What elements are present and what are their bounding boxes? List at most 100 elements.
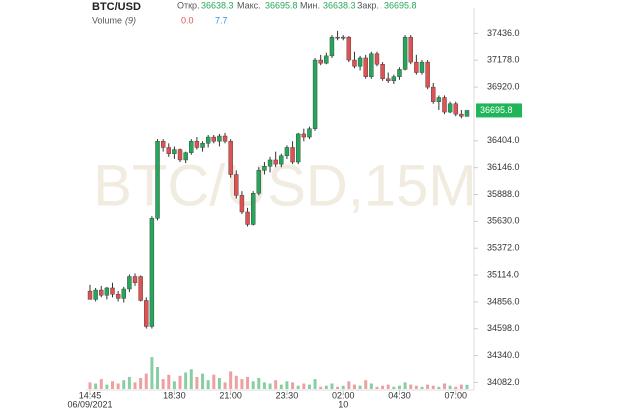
volume-bar bbox=[195, 376, 199, 389]
last-price-box bbox=[476, 103, 522, 118]
low-label: Мин. bbox=[300, 0, 320, 10]
candle-body bbox=[397, 69, 402, 77]
candle-body bbox=[363, 57, 368, 77]
volume-bar bbox=[139, 378, 143, 389]
x-date-label: 10 bbox=[338, 399, 348, 409]
candle-body bbox=[115, 294, 121, 299]
volume-value-a: 0.0 bbox=[181, 15, 194, 25]
volume-bar bbox=[381, 385, 385, 389]
volume-bar bbox=[105, 384, 109, 389]
candle-body bbox=[290, 147, 295, 163]
volume-bar bbox=[352, 384, 356, 389]
volume-bar bbox=[116, 383, 120, 389]
volume-bar bbox=[420, 386, 424, 389]
y-tick-label: 37436.0 bbox=[487, 28, 520, 38]
volume-bar bbox=[111, 381, 115, 389]
volume-bar bbox=[397, 385, 401, 389]
candle-body bbox=[205, 136, 211, 144]
volume-bar bbox=[454, 386, 458, 389]
volume-bar bbox=[285, 381, 289, 389]
y-tick-label: 35372.0 bbox=[487, 243, 520, 253]
candle-body bbox=[177, 149, 183, 161]
candle-body bbox=[110, 287, 115, 295]
volume-period: (9) bbox=[125, 15, 136, 25]
candle-body bbox=[346, 36, 352, 61]
volume-bar bbox=[302, 383, 306, 389]
volume-bar bbox=[229, 371, 233, 389]
candle-body bbox=[374, 53, 380, 65]
candle-body bbox=[295, 133, 301, 163]
candle-body bbox=[436, 97, 442, 102]
volume-bar bbox=[268, 383, 272, 389]
candle-body bbox=[357, 57, 363, 67]
volume-bar bbox=[431, 385, 435, 389]
volume-bar bbox=[240, 379, 244, 389]
volume-bar bbox=[358, 385, 362, 389]
volume-bar bbox=[403, 382, 407, 389]
y-tick-label: 34340.0 bbox=[487, 350, 520, 360]
x-tick-label: 02:00 bbox=[332, 390, 355, 400]
candle-body bbox=[414, 61, 419, 73]
candle-body bbox=[121, 288, 126, 299]
volume-bar bbox=[178, 375, 182, 389]
volume-bar bbox=[127, 376, 131, 389]
candle-body bbox=[408, 36, 413, 63]
candle-body bbox=[419, 61, 425, 73]
volume-bar bbox=[341, 385, 345, 389]
volume-bar bbox=[156, 367, 160, 389]
high-value: 36695.8 bbox=[265, 0, 298, 10]
x-tick-label: 07:00 bbox=[444, 390, 467, 400]
candle-body bbox=[234, 174, 239, 196]
volume-bar bbox=[448, 385, 452, 389]
y-tick-label: 37178.0 bbox=[487, 55, 520, 65]
volume-bar bbox=[212, 374, 216, 389]
candle-body bbox=[250, 193, 256, 225]
volume-bar bbox=[122, 380, 126, 389]
x-tick-label: 04:30 bbox=[388, 390, 411, 400]
x-tick-label: 21:00 bbox=[219, 390, 242, 400]
candle-body bbox=[459, 113, 464, 117]
candle-body bbox=[144, 300, 149, 327]
volume-bar bbox=[426, 384, 430, 389]
candle-body bbox=[262, 165, 267, 171]
volume-bar bbox=[291, 382, 295, 389]
volume-bar bbox=[437, 386, 441, 389]
volume-bar bbox=[386, 384, 390, 389]
candle-body bbox=[464, 110, 470, 117]
candle-body bbox=[211, 136, 216, 142]
candle-body bbox=[324, 55, 329, 64]
candle-body bbox=[307, 128, 312, 138]
volume-bar bbox=[234, 375, 238, 389]
candle-body bbox=[301, 133, 307, 138]
candle-body bbox=[386, 78, 391, 82]
candle-body bbox=[160, 141, 166, 148]
volume-bar bbox=[375, 386, 379, 389]
watermark: BTC/USD,15M bbox=[93, 153, 477, 218]
volume-bar bbox=[167, 374, 171, 389]
candle-body bbox=[284, 147, 290, 156]
volume-bar bbox=[414, 385, 418, 389]
close-label: Закр. bbox=[357, 0, 379, 10]
x-date-label: 06/09/2021 bbox=[67, 399, 112, 409]
candle-body bbox=[273, 159, 278, 165]
candle-body bbox=[172, 149, 177, 154]
candle-body bbox=[329, 36, 335, 57]
volume-bar bbox=[246, 376, 250, 389]
high-label: Макс. bbox=[237, 0, 261, 10]
candle-body bbox=[194, 141, 200, 148]
y-tick-label: 35888.0 bbox=[487, 189, 520, 199]
volume-bar bbox=[369, 383, 373, 389]
volume-bar bbox=[465, 384, 469, 389]
candle-body bbox=[200, 143, 205, 148]
candle-body bbox=[425, 61, 430, 88]
candle-body bbox=[93, 289, 98, 300]
candle-body bbox=[369, 53, 374, 77]
volume-bar bbox=[257, 378, 261, 389]
candle-body bbox=[352, 59, 357, 67]
candle-body bbox=[312, 59, 318, 129]
y-tick-label: 36146.0 bbox=[487, 162, 520, 172]
candle-body bbox=[189, 141, 194, 153]
candle-body bbox=[447, 103, 453, 113]
candle-body bbox=[149, 218, 155, 327]
